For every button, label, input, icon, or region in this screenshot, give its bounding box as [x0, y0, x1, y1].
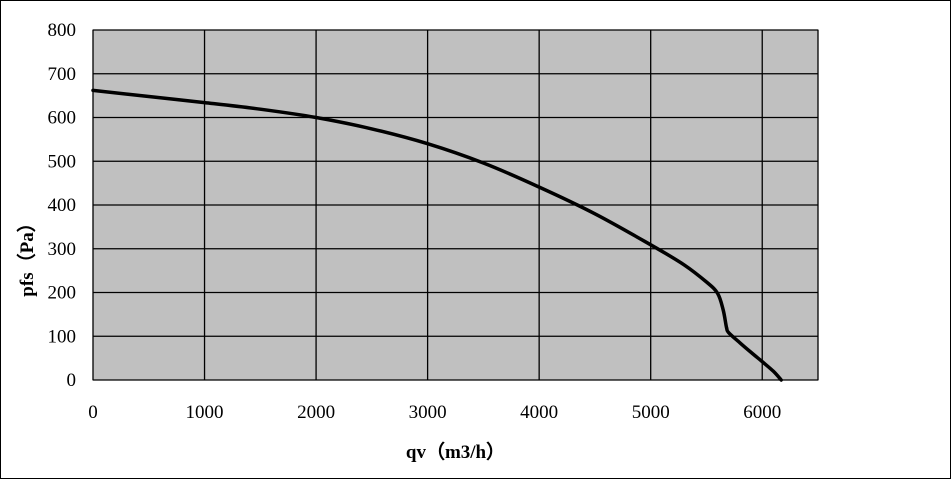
x-tick-label: 2000 — [297, 402, 335, 423]
pressure-curve — [91, 88, 783, 382]
y-tick-label: 200 — [48, 283, 77, 304]
x-tick-label: 3000 — [409, 402, 447, 423]
grid-lines — [92, 29, 819, 381]
y-axis-ticks: 0 100 200 300 400 500 600 700 800 — [48, 20, 77, 391]
x-tick-label: 0 — [88, 402, 98, 423]
x-tick-label: 1000 — [186, 402, 224, 423]
x-axis-label: qv（m3/h） — [406, 440, 505, 463]
x-tick-label: 5000 — [632, 402, 670, 423]
y-tick-label: 100 — [48, 326, 77, 347]
x-axis-ticks: 0 1000 2000 3000 4000 5000 6000 — [88, 402, 781, 423]
y-tick-label: 700 — [48, 64, 77, 85]
x-tick-label: 6000 — [743, 402, 781, 423]
y-tick-label: 600 — [48, 108, 77, 129]
y-tick-label: 500 — [48, 151, 77, 172]
y-tick-label: 400 — [48, 195, 77, 216]
y-tick-label: 800 — [48, 20, 77, 41]
y-tick-label: 300 — [48, 239, 77, 260]
y-tick-label: 0 — [67, 370, 77, 391]
y-axis-label: pfs（Pa） — [15, 213, 38, 296]
x-tick-label: 4000 — [520, 402, 558, 423]
